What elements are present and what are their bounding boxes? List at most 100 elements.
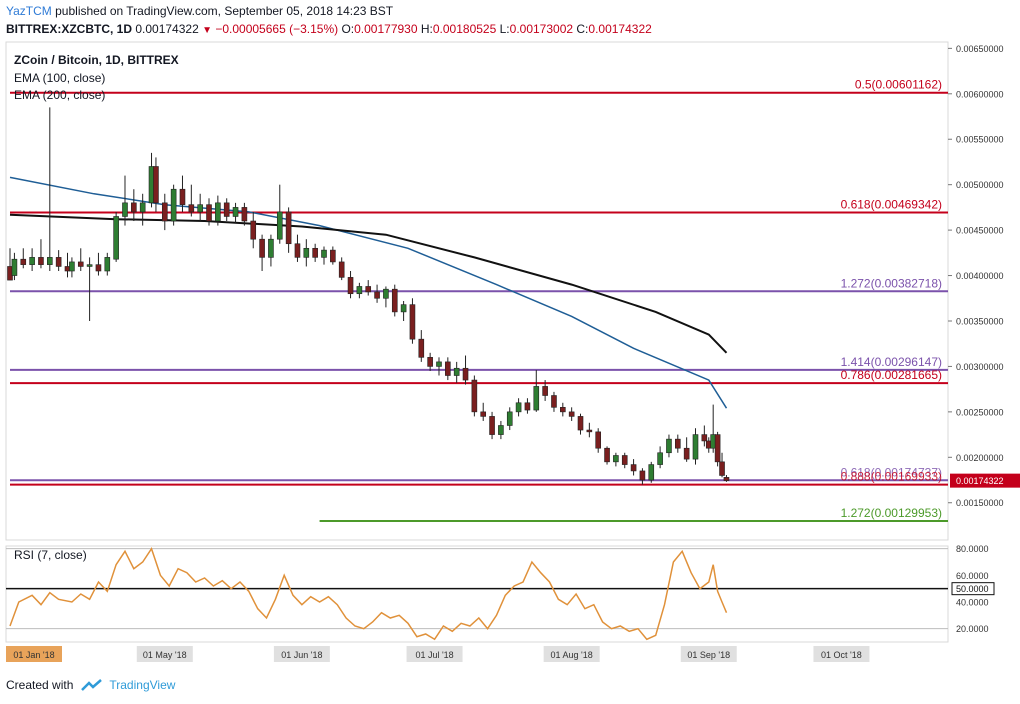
candle-body [241,207,248,222]
candle-body [719,461,725,476]
candle-body [445,361,451,376]
candle [303,239,310,267]
candle-body [294,243,301,258]
candle-body [427,357,433,367]
time-tick-label: 01 Jun '18 [281,650,322,660]
candle [139,193,146,226]
candle [330,246,336,265]
candle [391,284,398,317]
candle-body [613,455,619,463]
candle-body [489,416,495,435]
candle-body [462,367,469,381]
candle-body [648,464,655,481]
fib-label: 1.414(0.00296147) [841,355,942,369]
candle [489,411,495,440]
author-link[interactable]: YazTCM [6,4,52,18]
candle [692,428,699,465]
time-tick-label: 01 Sep '18 [687,650,730,660]
time-axis[interactable]: 01 Jan '18 01 May '18 01 Jun '18 01 Jul '18… [6,646,870,662]
candle [223,198,230,222]
candle [338,257,345,281]
price-tick-label: 0.00600000 [956,89,1004,99]
candle-body [268,238,274,258]
candle-body [639,470,646,481]
candle [604,446,610,465]
candle-body [338,261,345,278]
candle [321,246,327,265]
candle-body [153,166,159,204]
candle-body [453,367,460,376]
candle-body [223,202,230,217]
close-value: 0.00174322 [588,22,652,36]
candle [409,298,416,344]
rsi-tick-label: 60.0000 [956,571,989,581]
candle [131,189,137,222]
high-value: 0.00180525 [432,22,497,36]
rsi-pane: 20.0000 40.0000 60.0000 80.0000 50.0000 [6,544,995,641]
candle-body [568,411,575,417]
price-tick-label: 0.00250000 [956,407,1004,417]
candle [86,257,93,321]
candle-body [515,402,522,413]
candle-body [683,447,690,460]
candle [445,357,451,381]
candle-body [595,431,601,449]
candle [723,475,730,482]
candle [259,234,265,272]
candle-body [232,207,239,217]
candle-body [542,386,548,396]
candle-body [498,425,504,435]
open-label: O: [341,22,355,36]
candle [179,175,186,212]
candle-body [312,247,318,258]
candle [639,468,646,485]
price-chart[interactable]: 0.5(0.00601162) 0.618(0.00469342) 1.272(0.… [0,40,1020,670]
fib-label: 0.618(0.00469342) [841,198,942,212]
candle [471,375,478,417]
candle [232,202,239,223]
candle-body [586,429,593,433]
time-tick-label: 01 Jan '18 [13,650,54,660]
candle [38,239,44,269]
candle-body [179,188,186,205]
candle [77,248,84,272]
time-tick-bg [273,646,330,662]
candle [104,252,111,276]
time-tick-bg [680,646,737,662]
candle-body [69,261,75,272]
candle-body [630,464,637,472]
ohlc-line: BITTREX:XZCBTC, 1D 0.00174322 ▼ −0.00005… [6,22,652,36]
candle [524,398,531,414]
candle [719,452,725,478]
price-change: −0.00005665 (−3.15%) [215,22,339,36]
candle-body [551,395,557,408]
candle-body [188,204,195,213]
ema200-line [9,213,728,354]
candle [418,330,425,362]
candle [11,252,18,281]
chart-title: ZCoin / Bitcoin, 1D, BITTREX [14,53,179,67]
fib-label: 1.272(0.00382718) [841,276,942,290]
candle-body [657,452,663,465]
price-axis[interactable]: 0.00150000 0.00200000 0.00250000 0.00300000… [948,44,1020,508]
candle-body [723,477,730,481]
time-tick-label: 01 Jul '18 [415,650,453,660]
candle [498,420,504,440]
candle-body [347,277,354,295]
candle-body [38,257,44,265]
tradingview-link[interactable]: TradingView [109,678,176,692]
candle [595,428,601,453]
price-tick-label: 0.00300000 [956,362,1004,372]
candle [666,434,672,458]
candle [294,234,301,262]
price-tick-label: 0.00500000 [956,180,1004,190]
candle [657,446,663,469]
candle [215,195,221,226]
candle-body [604,447,610,463]
legend-ema200: EMA (200, close) [14,88,105,102]
candle [47,107,53,272]
chart-frame [5,41,949,643]
time-tick-label: 01 May '18 [143,650,187,660]
candle-body [11,258,18,276]
footer: Created with TradingView [6,678,175,692]
